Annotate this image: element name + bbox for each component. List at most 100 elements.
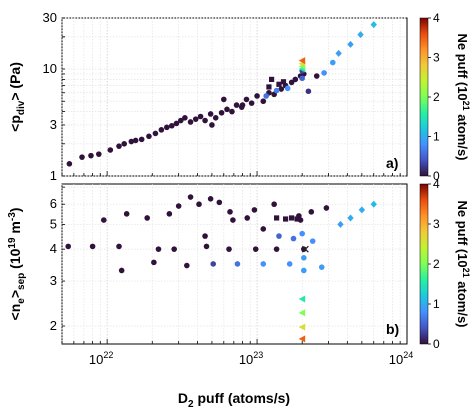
- data-point-diamond: [337, 220, 344, 228]
- data-point-square: [266, 84, 272, 90]
- x-tick-label: 1022: [89, 350, 113, 367]
- data-point-square: [283, 216, 289, 222]
- x-tick-label: 1024: [389, 350, 413, 367]
- data-point-circle: [216, 199, 223, 206]
- data-point-circle: [305, 88, 312, 95]
- data-point-circle: [89, 243, 96, 250]
- data-point-circle: [276, 233, 282, 239]
- x-tick-label: 1023: [239, 350, 263, 367]
- data-point-circle: [260, 98, 267, 105]
- colorbar-tick-label: 3: [433, 217, 440, 231]
- data-point-circle: [203, 243, 210, 250]
- data-point-circle: [163, 124, 170, 131]
- y-tick-label: 4: [50, 241, 57, 256]
- data-point-circle: [260, 261, 267, 267]
- data-point-circle: [230, 217, 236, 223]
- data-point-circle: [132, 137, 139, 144]
- data-point-circle: [88, 152, 94, 159]
- data-point-circle: [202, 233, 208, 239]
- data-point-circle: [221, 96, 227, 103]
- data-point-square: [274, 215, 280, 221]
- data-point-triangle-left: [298, 335, 306, 343]
- data-point-circle: [116, 143, 122, 149]
- data-point-circle: [178, 117, 184, 124]
- colorbar-b-label: Ne puff (1021 atom/s): [455, 200, 471, 327]
- data-point-circle: [299, 75, 306, 82]
- y-tick-label: 2: [50, 318, 57, 333]
- colorbar-tick-label: 0: [433, 169, 440, 183]
- data-point-circle: [128, 138, 135, 145]
- data-point-circle: [226, 246, 232, 252]
- data-point-circle: [227, 209, 233, 215]
- panel-b-grid: [61, 184, 407, 344]
- data-point-circle: [138, 136, 145, 143]
- data-point-circle: [187, 194, 194, 200]
- y-tick-label: 3: [50, 117, 57, 132]
- colorbar-a-label: Ne puff (1021 atom/s): [455, 33, 471, 160]
- data-point-circle: [169, 122, 175, 129]
- colorbar-tick-label: 4: [433, 177, 440, 191]
- data-point-circle: [146, 133, 152, 140]
- data-point-circle: [155, 246, 162, 252]
- data-point-circle: [308, 209, 315, 215]
- colorbar-tick-label: 2: [433, 257, 440, 271]
- data-point-circle: [158, 127, 165, 133]
- data-point-circle: [313, 73, 320, 79]
- panel-a: 1 3 10 30 a) <pdiv> (Pa): [7, 10, 408, 183]
- data-point-circle: [121, 141, 128, 147]
- panel-a-ticks: 1 3 10 30: [43, 10, 401, 183]
- data-point-diamond: [370, 200, 377, 208]
- data-point-circle: [330, 59, 336, 66]
- data-point-circle: [290, 235, 297, 242]
- data-point-circle: [173, 120, 180, 127]
- data-point-circle: [273, 246, 280, 252]
- data-point-square: [294, 216, 300, 222]
- panel-b-label: b): [386, 321, 399, 337]
- data-point-circle: [254, 93, 260, 99]
- data-point-circle: [252, 246, 259, 252]
- data-point-circle: [248, 100, 255, 106]
- svg-text:D2 puff (atoms/s): D2 puff (atoms/s): [178, 390, 290, 410]
- data-point-diamond: [335, 49, 342, 57]
- colorbar-b-gradient: [419, 183, 429, 345]
- data-point-circle: [171, 246, 177, 252]
- data-point-circle: [100, 217, 107, 223]
- data-point-circle: [218, 109, 225, 116]
- data-point-circle: [166, 211, 173, 217]
- data-point-cross: [301, 245, 309, 253]
- colorbar-tick-label: 1: [433, 130, 440, 144]
- data-point-circle: [251, 207, 258, 213]
- data-point-circle: [196, 201, 202, 208]
- data-point-circle: [318, 264, 325, 270]
- data-point-circle: [209, 122, 215, 128]
- data-point-circle: [301, 267, 307, 274]
- colorbar-tick-label: 1: [433, 297, 440, 311]
- data-point-circle: [151, 259, 157, 266]
- data-point-circle: [152, 130, 159, 137]
- data-point-circle: [309, 238, 316, 244]
- data-point-circle: [123, 211, 130, 217]
- data-point-circle: [182, 115, 188, 121]
- data-point-circle: [66, 161, 73, 167]
- data-point-circle: [229, 108, 235, 115]
- data-point-circle: [107, 147, 114, 153]
- colorbar-b: 0 1 2 3 4 Ne puff (1021 atom/s): [419, 177, 471, 351]
- colorbar-tick-label: 4: [433, 11, 440, 25]
- data-point-circle: [118, 267, 125, 274]
- data-point-circle: [271, 201, 277, 208]
- data-point-circle: [175, 203, 182, 209]
- data-point-triangle-left: [298, 57, 306, 65]
- data-point-circle: [187, 119, 194, 125]
- data-point-circle: [65, 243, 72, 250]
- data-point-circle: [278, 86, 285, 92]
- panel-a-points: [66, 21, 377, 167]
- x-axis-label: D2 puff (atoms/s): [178, 390, 290, 410]
- colorbar-tick-label: 0: [433, 337, 440, 351]
- data-point-circle: [202, 117, 208, 124]
- data-point-circle: [286, 261, 293, 267]
- data-point-circle: [239, 102, 246, 108]
- colorbar-tick-label: 3: [433, 51, 440, 65]
- colorbar-a: 0 1 2 3 4 Ne puff (1021 atom/s): [419, 11, 471, 183]
- data-point-circle: [243, 96, 250, 103]
